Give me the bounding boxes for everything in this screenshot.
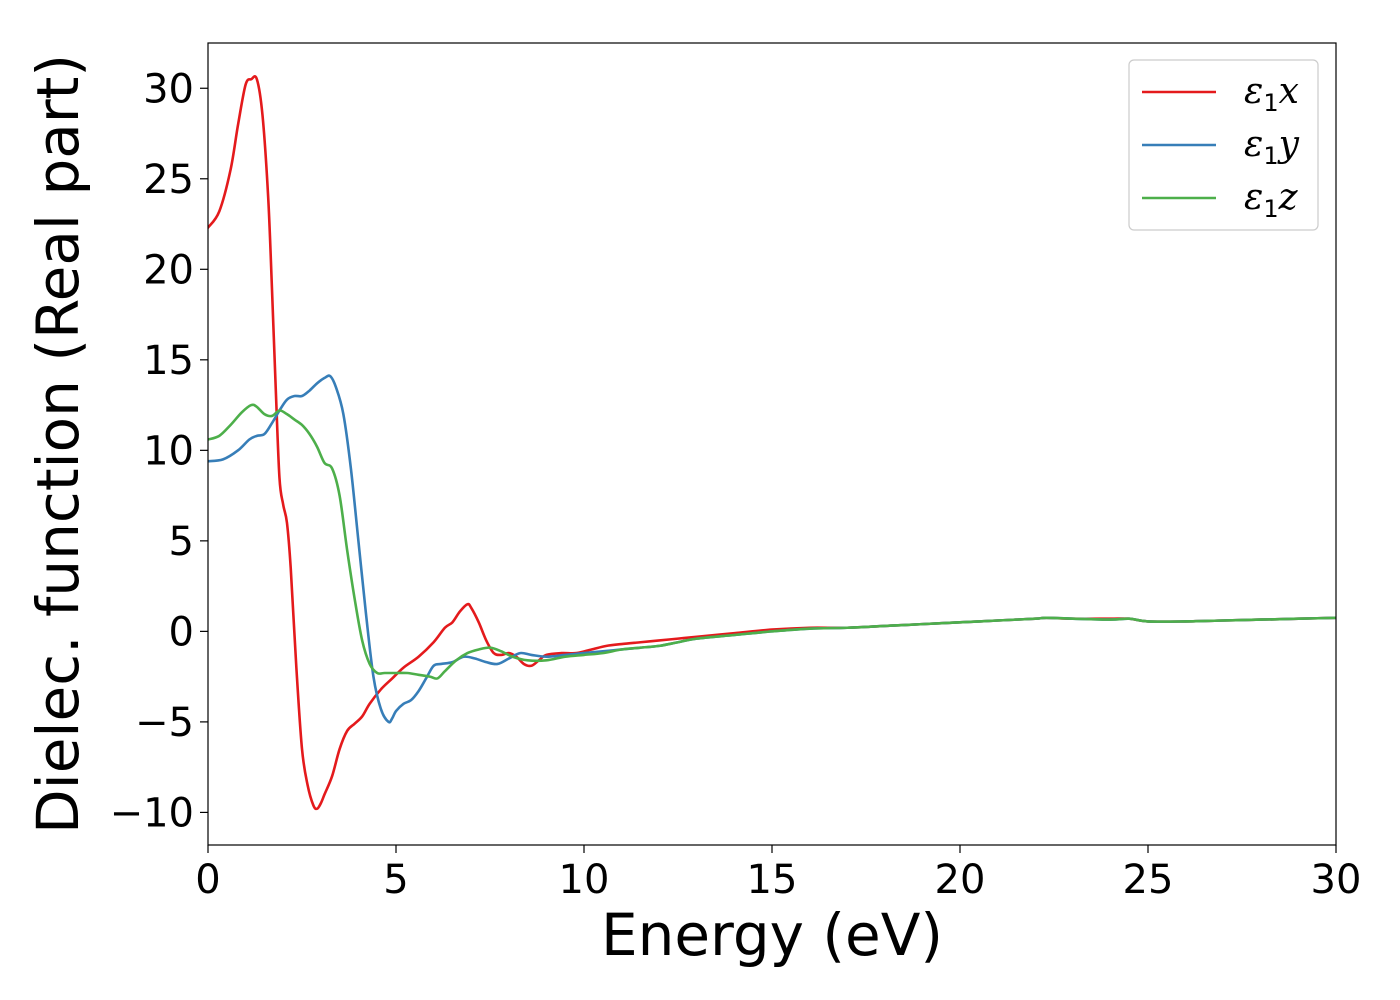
y-tick-label: 25 xyxy=(143,157,194,203)
y-tick-label: 30 xyxy=(143,66,194,112)
x-tick-label: 10 xyxy=(559,857,610,903)
x-tick-label: 20 xyxy=(935,857,986,903)
series-line-z xyxy=(208,403,1336,680)
x-tick-label: 30 xyxy=(1311,857,1362,903)
x-tick-label: 25 xyxy=(1123,857,1174,903)
x-axis-title: Energy (eV) xyxy=(601,901,943,969)
x-tick-label: 15 xyxy=(747,857,798,903)
y-axis: −10 −5 0 5 10 15 20 25 30 xyxy=(110,66,208,836)
y-tick-label: 20 xyxy=(143,247,194,293)
y-tick-label: −5 xyxy=(135,700,194,746)
x-tick-label: 0 xyxy=(195,857,220,903)
y-tick-label: 5 xyxy=(169,519,194,565)
series-layer xyxy=(208,75,1336,811)
legend-label-y: ε1y xyxy=(1244,124,1300,170)
y-tick-label: 15 xyxy=(143,338,194,384)
legend: ε1x ε1y ε1z xyxy=(1128,59,1319,231)
legend-box xyxy=(1128,59,1319,231)
y-tick-label: 10 xyxy=(143,428,194,474)
y-tick-label: −10 xyxy=(110,790,194,836)
x-axis: 0 5 10 15 20 25 30 xyxy=(195,845,1361,903)
y-tick-label: 0 xyxy=(169,609,194,655)
y-axis-title: Dielec. function (Real part) xyxy=(24,54,92,834)
x-tick-label: 5 xyxy=(383,857,408,903)
legend-label-z: ε1z xyxy=(1244,177,1299,223)
legend-label-x: ε1x xyxy=(1244,71,1299,117)
